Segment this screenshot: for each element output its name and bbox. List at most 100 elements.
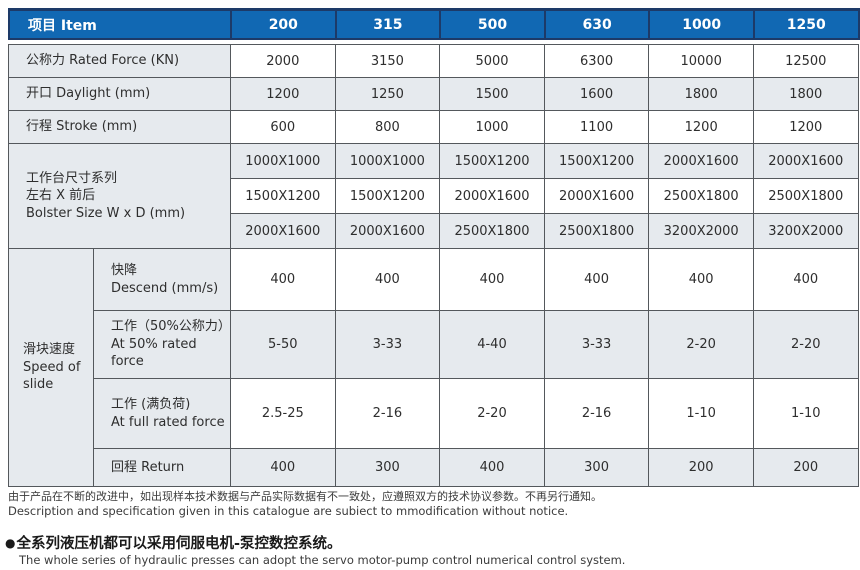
spec-cell: 1500X1200	[334, 178, 441, 214]
bolster-label-en: Bolster Size W x D (mm)	[26, 205, 186, 221]
bolster-label-zh-2: 左右 X 前后	[26, 188, 96, 204]
return-label-zh: 回程 Return	[111, 459, 185, 475]
col-header-315: 315	[334, 8, 442, 40]
row-label-bolster: 工作台尺寸系列 左右 X 前后 Bolster Size W x D (mm)	[8, 143, 231, 249]
row-speed-descend: 滑块速度 Speed of slide 快降 Descend (mm/s) 40…	[8, 248, 859, 487]
spec-cell: 1000	[439, 110, 545, 144]
spec-cell: 6300	[543, 44, 650, 78]
col-header-1250: 1250	[752, 8, 860, 40]
row-label-50pct: 工作（50%公称力） At 50% rated force	[93, 310, 231, 379]
spec-cell: 2000X1600	[334, 213, 441, 249]
row-speed-50pct: 工作（50%公称力） At 50% rated force 5-50 3-33 …	[9, 310, 859, 379]
spec-cell: 2500X1800	[439, 213, 545, 249]
spec-cell: 300	[543, 448, 650, 487]
row-bolster-2: 1500X1200 1500X1200 2000X1600 2000X1600 …	[9, 178, 859, 214]
spec-cell: 1-10	[752, 378, 859, 449]
speed-label-en-1: Speed of	[23, 359, 81, 375]
spec-cell: 800	[334, 110, 441, 144]
spec-cell: 5-50	[230, 310, 336, 379]
spec-cell: 1600	[543, 77, 650, 111]
col-header-500: 500	[439, 8, 546, 40]
speed-label-en-2: slide	[23, 377, 54, 393]
spec-cell: 200	[752, 448, 859, 487]
spec-cell: 400	[648, 248, 754, 311]
row-bolster-3: 2000X1600 2000X1600 2500X1800 2500X1800 …	[9, 213, 859, 249]
row-stroke: 行程 Stroke (mm) 600 800 1000 1100 1200 12…	[8, 110, 859, 144]
spec-cell: 2.5-25	[230, 378, 336, 449]
spec-cell: 2-16	[334, 378, 441, 449]
col-header-item: 项目 Item	[7, 8, 233, 40]
servo-note-en: The whole series of hydraulic presses ca…	[19, 553, 626, 568]
row-daylight: 开口 Daylight (mm) 1200 1250 1500 1600 180…	[8, 77, 859, 111]
row-label-rated-force: 公称力 Rated Force (KN)	[8, 44, 231, 78]
spec-table: 项目 Item 200 315 500 630 1000 1250 公称力 Ra…	[7, 8, 860, 487]
spec-cell: 4-40	[439, 310, 545, 379]
row-speed-full: 工作 (满负荷) At full rated force 2.5-25 2-16…	[9, 378, 859, 449]
row-speed-return: 回程 Return 400 300 400 300 200 200	[9, 448, 859, 487]
full-label-zh: 工作 (满负荷)	[111, 396, 191, 412]
spec-cell: 400	[752, 248, 859, 311]
spec-cell: 2500X1800	[752, 178, 859, 214]
col-header-200: 200	[230, 8, 337, 40]
spec-cell: 5000	[439, 44, 545, 78]
row-bolster-1: 工作台尺寸系列 左右 X 前后 Bolster Size W x D (mm) …	[8, 143, 859, 249]
spec-cell: 1500X1200	[230, 178, 336, 214]
spec-cell: 1200	[752, 110, 859, 144]
bolster-label-zh-1: 工作台尺寸系列	[26, 170, 118, 186]
fifty-label-zh: 工作（50%公称力）	[111, 319, 231, 335]
spec-cell: 1000X1000	[230, 143, 336, 179]
spec-cell: 1500	[439, 77, 545, 111]
spec-cell: 2000X1600	[752, 143, 859, 179]
descend-label-en: Descend (mm/s)	[111, 280, 219, 296]
row-label-full-force: 工作 (满负荷) At full rated force	[93, 378, 231, 449]
spec-cell: 3-33	[334, 310, 441, 379]
spec-cell: 400	[543, 248, 650, 311]
spec-cell: 2500X1800	[648, 178, 754, 214]
spec-cell: 1250	[334, 77, 441, 111]
servo-note: ●全系列液压机都可以采用伺服电机-泵控数控系统。 The whole serie…	[5, 536, 849, 568]
spec-cell: 400	[439, 448, 545, 487]
spec-cell: 400	[230, 448, 336, 487]
spec-cell: 1500X1200	[543, 143, 650, 179]
spec-cell: 1800	[648, 77, 754, 111]
spec-cell: 1800	[752, 77, 859, 111]
fifty-label-en: At 50% rated force	[111, 336, 197, 370]
spec-cell: 3-33	[543, 310, 650, 379]
spec-cell: 400	[334, 248, 441, 311]
spec-cell: 2500X1800	[543, 213, 650, 249]
disclaimer-en: Description and specification given in t…	[8, 503, 569, 518]
row-label-return: 回程 Return	[93, 448, 231, 487]
spec-cell: 3200X2000	[648, 213, 754, 249]
spec-cell: 2000	[230, 44, 336, 78]
row-rated-force: 公称力 Rated Force (KN) 2000 3150 5000 6300…	[8, 44, 859, 78]
spec-cell: 2-16	[543, 378, 650, 449]
spec-cell: 12500	[752, 44, 859, 78]
spec-cell: 2-20	[648, 310, 754, 379]
spec-cell: 1-10	[648, 378, 754, 449]
row-label-stroke: 行程 Stroke (mm)	[8, 110, 231, 144]
spec-cell: 3150	[334, 44, 441, 78]
spec-cell: 300	[334, 448, 441, 487]
row-label-daylight: 开口 Daylight (mm)	[8, 77, 231, 111]
spec-cell: 1000X1000	[334, 143, 441, 179]
spec-cell: 600	[230, 110, 336, 144]
spec-cell: 2000X1600	[230, 213, 336, 249]
col-header-1000: 1000	[648, 8, 755, 40]
row-label-speed-of-slide: 滑块速度 Speed of slide	[8, 248, 94, 487]
spec-cell: 2000X1600	[439, 178, 545, 214]
spec-cell: 1200	[648, 110, 754, 144]
servo-note-zh-line: ●全系列液压机都可以采用伺服电机-泵控数控系统。	[5, 536, 849, 553]
bullet-icon: ●	[5, 536, 16, 550]
spec-cell: 200	[648, 448, 754, 487]
spec-cell: 400	[439, 248, 545, 311]
spec-cell: 2000X1600	[648, 143, 754, 179]
spec-cell: 10000	[648, 44, 754, 78]
spec-table-header: 项目 Item 200 315 500 630 1000 1250	[7, 8, 860, 40]
speed-label-zh: 滑块速度	[23, 342, 76, 358]
spec-table-body: 公称力 Rated Force (KN) 2000 3150 5000 6300…	[8, 44, 859, 487]
descend-label-zh: 快降	[111, 262, 138, 278]
spec-cell: 2-20	[439, 378, 545, 449]
spec-cell: 3200X2000	[752, 213, 859, 249]
header-row: 项目 Item 200 315 500 630 1000 1250	[7, 8, 860, 40]
col-header-630: 630	[543, 8, 651, 40]
